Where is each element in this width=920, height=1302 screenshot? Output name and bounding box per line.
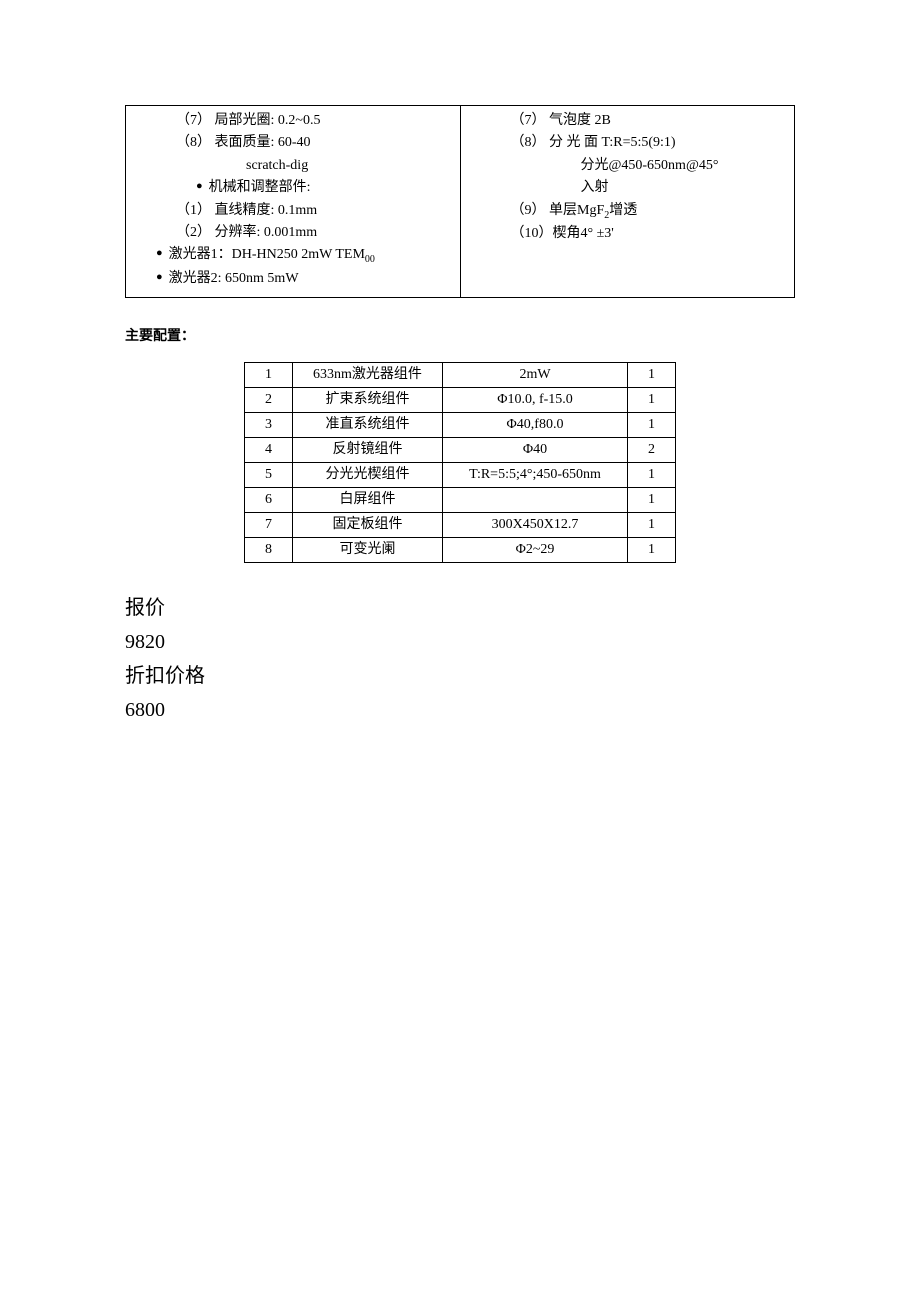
left-mech-header-text: 机械和调整部件: [209, 180, 311, 195]
table-cell: 1 [628, 412, 676, 437]
left-mech-1: （1） 直线精度: 0.1mm [136, 200, 450, 222]
left-laser-1: ●激光器1：DH-HN250 2mW TEM00 [136, 244, 450, 268]
table-cell: 分光光楔组件 [293, 462, 443, 487]
spec-left-column: （7） 局部光圈: 0.2~0.5 （8） 表面质量: 60-40 scratc… [126, 106, 461, 297]
table-cell: 1 [628, 387, 676, 412]
table-cell: 3 [245, 412, 293, 437]
right-item-10: （10）楔角4° ±3' [471, 223, 785, 245]
left-item-7: （7） 局部光圈: 0.2~0.5 [136, 110, 450, 132]
table-cell: 8 [245, 537, 293, 562]
table-cell: Φ40 [443, 437, 628, 462]
table-cell: Φ10.0, f-15.0 [443, 387, 628, 412]
table-cell: 反射镜组件 [293, 437, 443, 462]
table-cell: 300X450X12.7 [443, 512, 628, 537]
table-cell: Φ2~29 [443, 537, 628, 562]
left-mech-2: （2） 分辨率: 0.001mm [136, 222, 450, 244]
table-cell: 固定板组件 [293, 512, 443, 537]
table-cell: 1 [628, 537, 676, 562]
table-cell: 5 [245, 462, 293, 487]
right-item-7: （7） 气泡度 2B [471, 110, 785, 132]
table-cell: 1 [628, 487, 676, 512]
discount-label: 折扣价格 [125, 659, 795, 693]
price-block: 报价 9820 折扣价格 6800 [125, 591, 795, 727]
table-cell [443, 487, 628, 512]
table-cell: 1 [628, 462, 676, 487]
table-cell: 7 [245, 512, 293, 537]
table-row: 7固定板组件300X450X12.71 [245, 512, 676, 537]
table-cell: 准直系统组件 [293, 412, 443, 437]
table-cell: 2mW [443, 362, 628, 387]
table-cell: Φ40,f80.0 [443, 412, 628, 437]
table-cell: 白屏组件 [293, 487, 443, 512]
left-laser-2: ●激光器2: 650nm 5mW [136, 268, 450, 290]
table-cell: 可变光阑 [293, 537, 443, 562]
left-mech-header: ●机械和调整部件: [136, 177, 450, 199]
table-cell: 2 [245, 387, 293, 412]
right-item-8c: 入射 [471, 177, 785, 199]
left-laser-2-text: 激光器2: 650nm 5mW [169, 271, 299, 286]
table-cell: 1 [628, 512, 676, 537]
spec-two-column-box: （7） 局部光圈: 0.2~0.5 （8） 表面质量: 60-40 scratc… [125, 105, 795, 298]
table-cell: 6 [245, 487, 293, 512]
table-cell: 扩束系统组件 [293, 387, 443, 412]
right-item-9: （9） 单层MgF2增透 [471, 200, 785, 224]
table-row: 8可变光阑Φ2~291 [245, 537, 676, 562]
left-laser-1-sub: 00 [365, 254, 375, 265]
right-item-8: （8） 分 光 面 T:R=5:5(9:1) [471, 132, 785, 154]
price-label: 报价 [125, 591, 795, 625]
table-cell: T:R=5:5;4°;450-650nm [443, 462, 628, 487]
discount-value: 6800 [125, 693, 795, 727]
left-item-8b: scratch-dig [136, 155, 450, 177]
table-row: 6白屏组件 1 [245, 487, 676, 512]
table-row: 3准直系统组件Φ40,f80.01 [245, 412, 676, 437]
table-cell: 1 [245, 362, 293, 387]
table-row: 5分光光楔组件T:R=5:5;4°;450-650nm1 [245, 462, 676, 487]
price-value: 9820 [125, 625, 795, 659]
right-item-8b: 分光@450-650nm@45° [471, 155, 785, 177]
table-row: 4反射镜组件Φ402 [245, 437, 676, 462]
table-cell: 633nm激光器组件 [293, 362, 443, 387]
right-item-9a: （9） 单层MgF [511, 203, 605, 218]
left-laser-1-text: 激光器1：DH-HN250 2mW TEM [169, 247, 365, 262]
config-table: 1633nm激光器组件2mW12扩束系统组件Φ10.0, f-15.013准直系… [244, 362, 676, 563]
table-cell: 1 [628, 362, 676, 387]
table-cell: 2 [628, 437, 676, 462]
table-row: 2扩束系统组件Φ10.0, f-15.01 [245, 387, 676, 412]
spec-right-column: （7） 气泡度 2B （8） 分 光 面 T:R=5:5(9:1) 分光@450… [461, 106, 795, 297]
table-row: 1633nm激光器组件2mW1 [245, 362, 676, 387]
right-item-9b: 增透 [609, 203, 637, 218]
table-cell: 4 [245, 437, 293, 462]
left-item-8: （8） 表面质量: 60-40 [136, 132, 450, 154]
config-section-title: 主要配置： [125, 326, 795, 348]
